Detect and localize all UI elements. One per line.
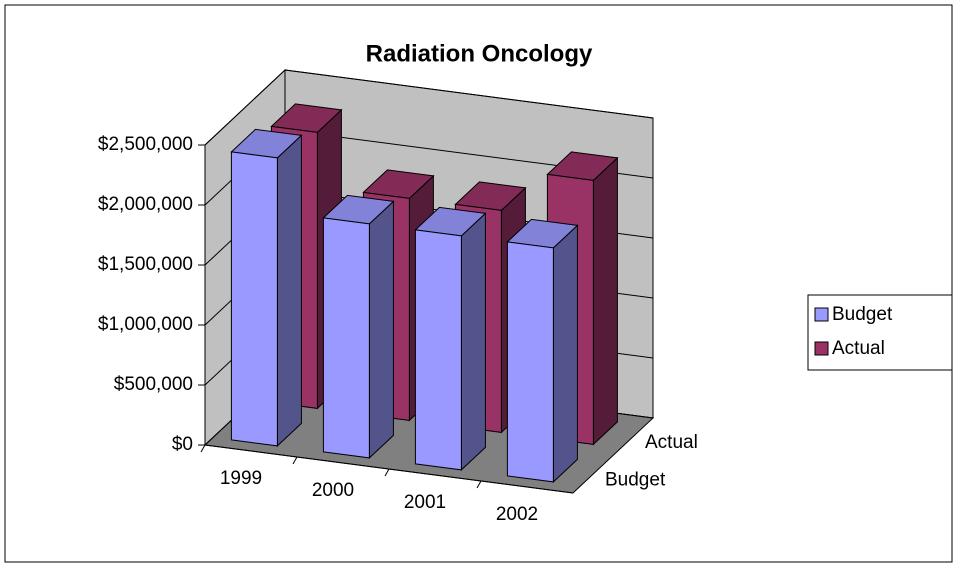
y-tick-label: $2,500,000 [98,134,193,155]
legend-swatch [814,341,829,356]
x-tick [476,480,482,489]
x-tick-label: 1999 [220,468,262,489]
chart-title: Radiation Oncology [366,40,593,67]
y-tick-label: $1,000,000 [98,314,193,335]
legend-label: Actual [832,338,885,359]
x-tick [292,456,298,465]
legend-label: Budget [832,304,893,325]
y-tick-label: $0 [172,434,193,455]
depth-label: Actual [645,432,698,453]
grid-line [204,69,654,146]
bar-side [368,200,394,460]
bar-side [592,156,618,446]
bar [506,241,554,483]
bar [322,217,370,459]
x-tick-label: 2000 [312,480,354,501]
y-tick-label: $1,500,000 [98,254,193,275]
legend-box [807,294,953,371]
y-tick-label: $500,000 [114,374,193,395]
depth-label: Budget [605,469,666,490]
bar-side [276,134,302,448]
y-tick-label: $2,000,000 [98,194,193,215]
x-tick [200,444,206,453]
bar-side [460,212,486,472]
bar [414,229,462,471]
legend-swatch [814,307,829,322]
x-tick-label: 2002 [496,504,538,525]
bar [230,151,278,447]
bar-side [552,224,578,484]
x-tick-label: 2001 [404,492,446,513]
x-tick [384,468,390,477]
